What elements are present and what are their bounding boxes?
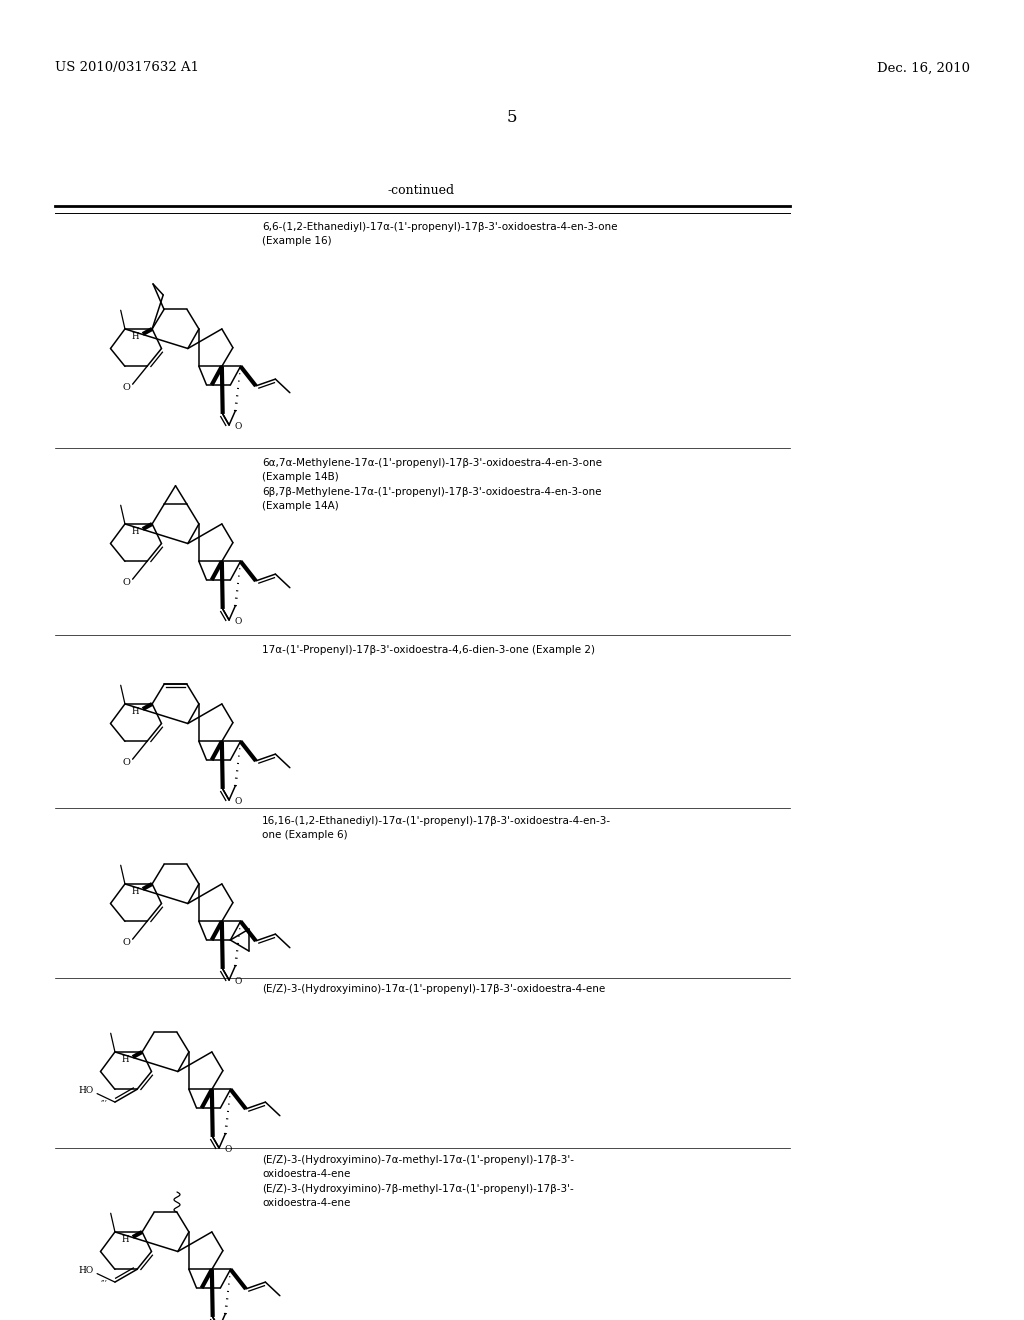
Text: 6,6-(1,2-Ethanediyl)-17α-(1'-propenyl)-17β-3'-oxidoestra-4-en-3-one
(Example 16): 6,6-(1,2-Ethanediyl)-17α-(1'-propenyl)-1…: [262, 222, 617, 247]
Text: (E/Z)-3-(Hydroxyimino)-7α-methyl-17α-(1'-propenyl)-17β-3'-
oxidoestra-4-ene
(E/Z: (E/Z)-3-(Hydroxyimino)-7α-methyl-17α-(1'…: [262, 1155, 574, 1208]
Text: HO: HO: [79, 1266, 94, 1275]
Text: O: O: [224, 1146, 231, 1154]
Text: -continued: -continued: [388, 183, 455, 197]
Text: 5: 5: [507, 110, 517, 127]
Text: (E/Z)-3-(Hydroxyimino)-17α-(1'-propenyl)-17β-3'-oxidoestra-4-ene: (E/Z)-3-(Hydroxyimino)-17α-(1'-propenyl)…: [262, 983, 605, 994]
Text: HO: HO: [79, 1085, 94, 1094]
Text: O: O: [234, 422, 242, 432]
Text: H: H: [131, 708, 138, 715]
Text: H: H: [131, 333, 138, 341]
Text: O: O: [122, 937, 130, 946]
Text: ,,,: ,,,: [100, 1274, 108, 1282]
Text: Dec. 16, 2010: Dec. 16, 2010: [877, 62, 970, 74]
Text: H: H: [121, 1236, 129, 1243]
Text: O: O: [122, 383, 130, 392]
Text: US 2010/0317632 A1: US 2010/0317632 A1: [55, 62, 199, 74]
Text: 16,16-(1,2-Ethanediyl)-17α-(1'-propenyl)-17β-3'-oxidoestra-4-en-3-
one (Example : 16,16-(1,2-Ethanediyl)-17α-(1'-propenyl)…: [262, 816, 611, 841]
Text: O: O: [122, 758, 130, 767]
Text: 6α,7α-Methylene-17α-(1'-propenyl)-17β-3'-oxidoestra-4-en-3-one
(Example 14B)
6β,: 6α,7α-Methylene-17α-(1'-propenyl)-17β-3'…: [262, 458, 602, 511]
Text: H: H: [131, 527, 138, 536]
Text: O: O: [234, 797, 242, 807]
Text: ,,,: ,,,: [100, 1094, 108, 1102]
Text: O: O: [234, 977, 242, 986]
Text: H: H: [121, 1055, 129, 1064]
Text: O: O: [234, 618, 242, 626]
Text: O: O: [122, 578, 130, 587]
Text: H: H: [131, 887, 138, 896]
Text: 17α-(1'-Propenyl)-17β-3'-oxidoestra-4,6-dien-3-one (Example 2): 17α-(1'-Propenyl)-17β-3'-oxidoestra-4,6-…: [262, 645, 595, 655]
